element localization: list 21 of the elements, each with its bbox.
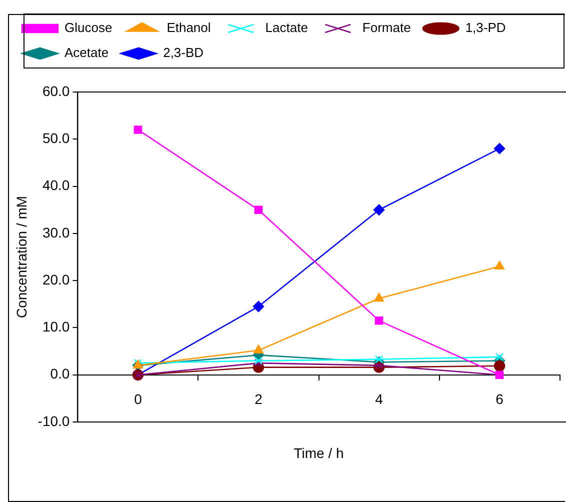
legend-label: 2,3-BD — [163, 45, 204, 60]
y-tick-label: 10.0 — [42, 318, 70, 335]
x-tick-label: 4 — [375, 391, 384, 408]
y-tick-label: 50.0 — [42, 130, 70, 146]
legend-label: Ethanol — [166, 20, 211, 36]
legend-label: Acetate — [64, 45, 109, 60]
legend-label: 1,3-PD — [465, 20, 506, 36]
y-tick-label: 30.0 — [42, 224, 70, 240]
y-tick-label: 60.0 — [42, 82, 70, 99]
y-tick-label: 20.0 — [42, 271, 70, 288]
x-tick-label: 2 — [254, 391, 263, 408]
y-axis-title: Concentration / mM — [13, 196, 30, 318]
x-tick-label: 0 — [134, 391, 142, 408]
x-tick-label: 6 — [496, 391, 504, 408]
legend-label: Glucose — [64, 20, 112, 36]
y-tick-label: 0.0 — [50, 366, 70, 382]
legend-label: Lactate — [265, 20, 308, 36]
y-tick-label: 40.0 — [42, 177, 70, 194]
y-tick-label: -10.0 — [38, 412, 70, 429]
legend-label: Formate — [362, 20, 411, 36]
x-axis-title: Time / h — [294, 444, 344, 461]
